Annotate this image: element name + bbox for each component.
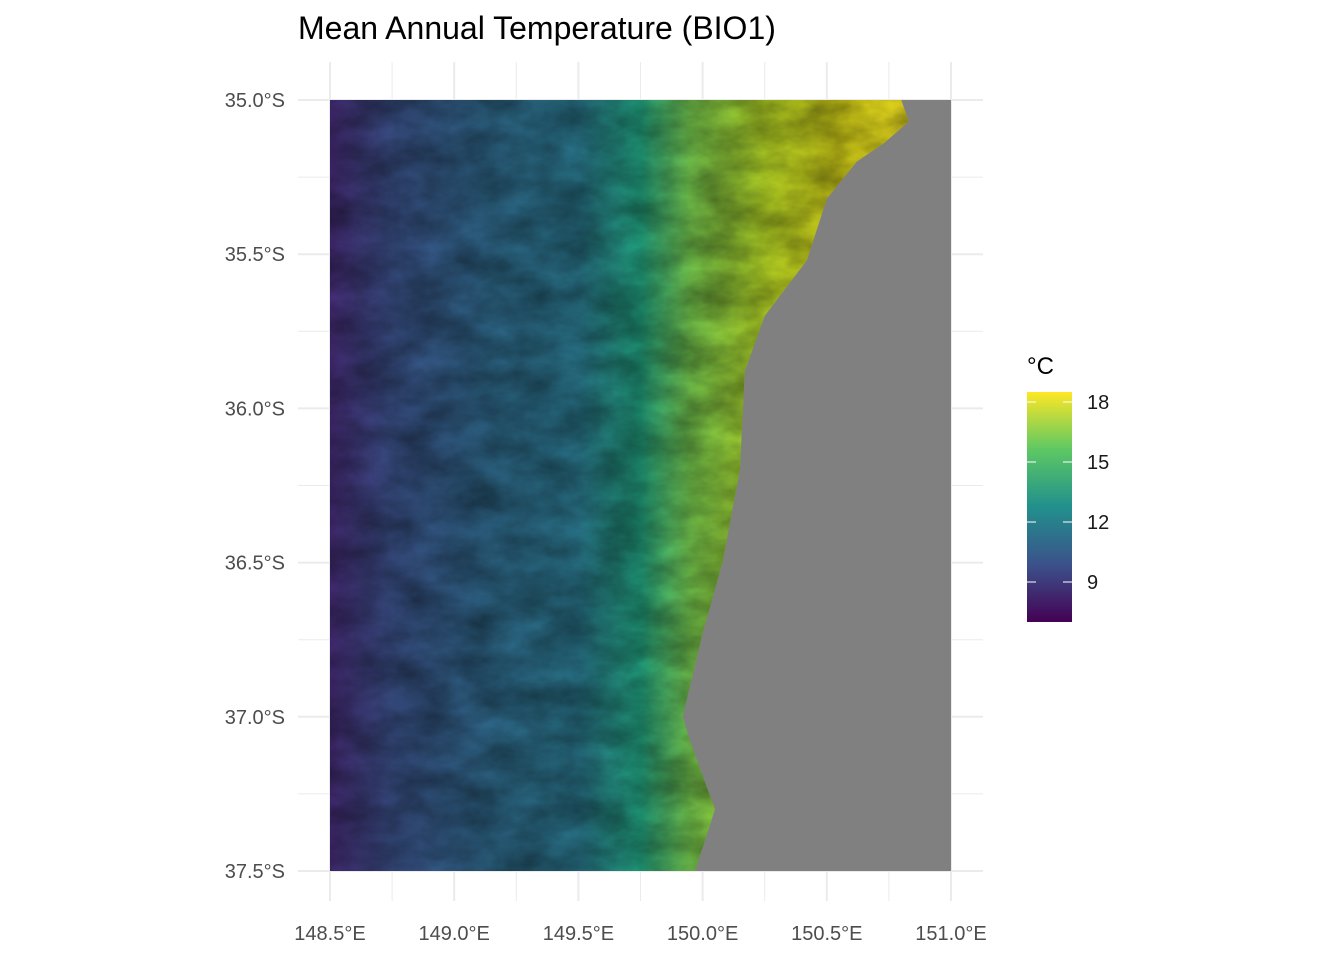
y-tick-label: 36.5°S (225, 553, 285, 575)
legend-tick-label: 15 (1087, 452, 1109, 474)
y-tick-label: 35.0°S (225, 90, 285, 112)
x-axis: 148.5°E 149.0°E 149.5°E 150.0°E 150.5°E 151.0… (294, 923, 986, 945)
legend-tick-label: 9 (1087, 572, 1098, 594)
temperature-raster (330, 100, 951, 871)
chart-title: Mean Annual Temperature (BIO1) (298, 10, 776, 46)
y-axis: 35.0°S 35.5°S 36.0°S 36.5°S 37.0°S 37.5°S (225, 90, 285, 883)
x-tick-label: 149.5°E (543, 923, 614, 945)
legend-title: °C (1027, 353, 1054, 380)
x-tick-label: 149.0°E (419, 923, 490, 945)
legend: °C 9 12 15 18 (1027, 353, 1109, 622)
legend-tick-label: 18 (1087, 392, 1109, 414)
y-tick-label: 35.5°S (225, 244, 285, 266)
x-tick-label: 148.5°E (294, 923, 365, 945)
x-tick-label: 151.0°E (915, 923, 986, 945)
x-tick-label: 150.0°E (667, 923, 738, 945)
y-tick-label: 37.5°S (225, 861, 285, 883)
x-tick-label: 150.5°E (791, 923, 862, 945)
legend-colorbar (1027, 392, 1072, 622)
y-tick-label: 36.0°S (225, 398, 285, 420)
y-tick-label: 37.0°S (225, 707, 285, 729)
legend-tick-label: 12 (1087, 512, 1109, 534)
